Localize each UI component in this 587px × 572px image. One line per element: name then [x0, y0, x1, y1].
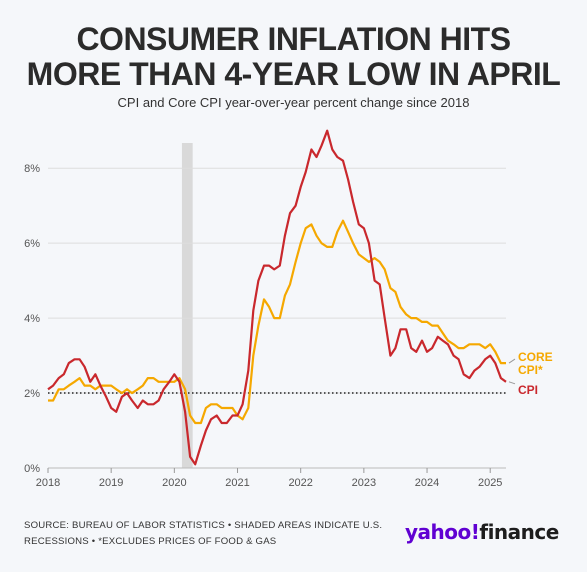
y-tick-label: 8%	[24, 163, 40, 175]
logo-yahoo: yahoo!	[405, 520, 480, 544]
x-tick-label: 2019	[99, 477, 123, 489]
x-tick-label: 2024	[415, 477, 439, 489]
core-cpi-end-label-1: CORE	[518, 350, 553, 364]
cpi-label-leader	[508, 381, 516, 385]
cpi-series-line	[47, 129, 507, 466]
yahoo-finance-logo: yahoo!finance	[405, 520, 559, 544]
recession-band	[181, 143, 193, 468]
core-label-leader	[508, 358, 516, 364]
core-cpi-end-label-2: CPI*	[518, 363, 543, 377]
page-title: CONSUMER INFLATION HITS MORE THAN 4-YEAR…	[0, 22, 587, 92]
source-line-1: SOURCE: BUREAU OF LABOR STATISTICS • SHA…	[24, 520, 383, 531]
y-tick-label: 4%	[24, 313, 40, 325]
x-tick-label: 2020	[162, 477, 186, 489]
cpi-end-label: CPI	[518, 383, 538, 397]
title-line-2: MORE THAN 4-YEAR LOW IN APRIL	[26, 56, 561, 92]
x-tick-label: 2021	[225, 477, 249, 489]
title-line-1: CONSUMER INFLATION HITS	[76, 21, 511, 57]
source-line-2: RECESSIONS • *EXCLUDES PRICES OF FOOD & …	[24, 536, 277, 547]
y-tick-label: 6%	[24, 238, 40, 250]
logo-finance: finance	[479, 520, 559, 544]
x-tick-label: 2025	[478, 477, 502, 489]
chart-subtitle: CPI and Core CPI year-over-year percent …	[117, 95, 470, 110]
x-tick-label: 2023	[352, 477, 376, 489]
core-cpi-series-line	[48, 219, 506, 425]
y-tick-label: 2%	[24, 388, 40, 400]
x-tick-label: 2022	[288, 477, 312, 489]
y-tick-label: 0%	[24, 463, 40, 475]
x-tick-label: 2018	[36, 477, 60, 489]
source-note: SOURCE: BUREAU OF LABOR STATISTICS • SHA…	[24, 518, 394, 550]
